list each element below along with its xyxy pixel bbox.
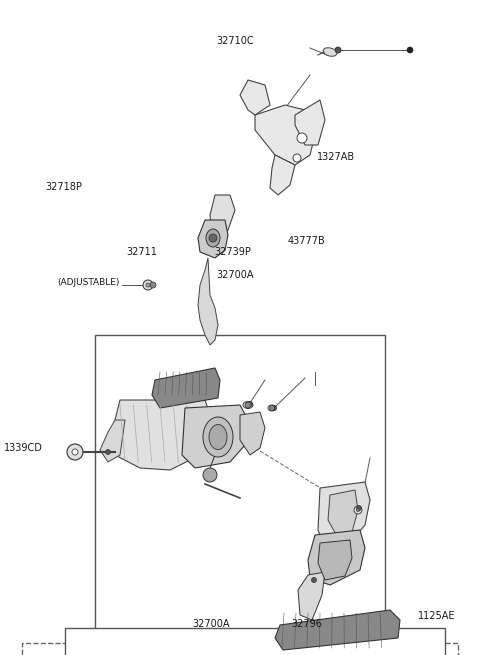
- Polygon shape: [318, 482, 370, 548]
- Polygon shape: [255, 105, 315, 165]
- Polygon shape: [240, 80, 270, 115]
- Circle shape: [150, 282, 156, 288]
- Polygon shape: [198, 220, 228, 258]
- Polygon shape: [308, 530, 365, 585]
- Ellipse shape: [323, 48, 337, 56]
- Text: 32796: 32796: [292, 619, 323, 629]
- Circle shape: [245, 402, 251, 408]
- Circle shape: [106, 449, 110, 455]
- Text: 1339CD: 1339CD: [4, 443, 43, 453]
- Polygon shape: [318, 540, 352, 580]
- Circle shape: [335, 47, 341, 53]
- Circle shape: [209, 234, 217, 242]
- Polygon shape: [115, 400, 210, 470]
- Text: 32711: 32711: [126, 246, 157, 257]
- Circle shape: [272, 405, 276, 411]
- Polygon shape: [100, 420, 125, 462]
- Circle shape: [67, 444, 83, 460]
- Polygon shape: [270, 155, 295, 195]
- Ellipse shape: [206, 229, 220, 247]
- Polygon shape: [210, 195, 235, 240]
- Bar: [22, 643, 458, 655]
- Text: 32710C: 32710C: [216, 35, 254, 46]
- Circle shape: [354, 506, 362, 514]
- Circle shape: [143, 280, 153, 290]
- Circle shape: [293, 154, 301, 162]
- Circle shape: [269, 405, 275, 411]
- Polygon shape: [240, 412, 265, 455]
- Circle shape: [407, 47, 413, 53]
- Circle shape: [312, 578, 316, 582]
- Circle shape: [357, 508, 360, 512]
- Bar: [95, 335, 385, 630]
- Ellipse shape: [268, 405, 276, 411]
- Bar: [65, 628, 445, 655]
- Polygon shape: [295, 100, 325, 145]
- Ellipse shape: [209, 424, 227, 449]
- Circle shape: [146, 283, 150, 287]
- Text: 32700A: 32700A: [216, 270, 254, 280]
- Text: 1125AE: 1125AE: [418, 610, 455, 621]
- Text: 32700A: 32700A: [192, 618, 230, 629]
- Polygon shape: [328, 490, 358, 538]
- Circle shape: [203, 468, 217, 482]
- Polygon shape: [275, 610, 400, 650]
- Ellipse shape: [243, 402, 253, 409]
- Text: 1327AB: 1327AB: [317, 152, 355, 162]
- Text: (ADJUSTABLE): (ADJUSTABLE): [58, 278, 120, 288]
- Circle shape: [297, 133, 307, 143]
- Polygon shape: [182, 405, 248, 468]
- Text: 32739P: 32739P: [215, 246, 251, 257]
- Circle shape: [357, 506, 361, 510]
- Text: 32718P: 32718P: [46, 181, 83, 192]
- Polygon shape: [198, 258, 218, 345]
- Polygon shape: [152, 368, 220, 408]
- Polygon shape: [298, 572, 325, 620]
- Ellipse shape: [203, 417, 233, 457]
- Circle shape: [248, 402, 252, 407]
- Text: 43777B: 43777B: [288, 236, 326, 246]
- Circle shape: [72, 449, 78, 455]
